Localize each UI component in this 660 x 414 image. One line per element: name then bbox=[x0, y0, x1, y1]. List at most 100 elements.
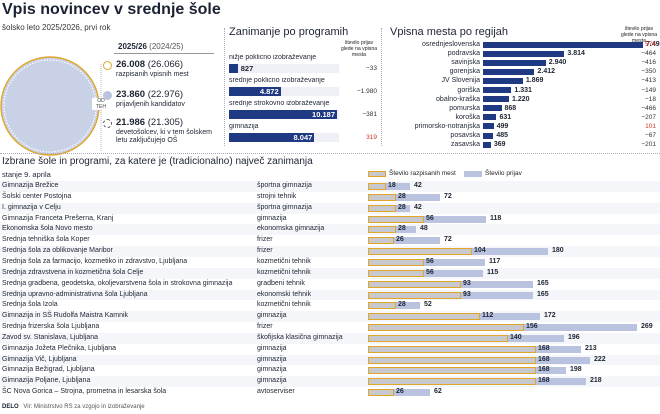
school-program: škofijska klasična gimnazija bbox=[257, 333, 343, 341]
region-bar bbox=[483, 77, 523, 84]
enrolled-bar bbox=[368, 378, 536, 386]
applied-value: 198 bbox=[570, 366, 582, 374]
school-row: I. gimnazija v Celju športna gimnazija 28 4… bbox=[0, 202, 660, 214]
enrolled-value: 28 bbox=[398, 225, 406, 233]
program-diff: −381 bbox=[362, 111, 377, 118]
region-bar bbox=[483, 50, 565, 57]
school-row: Srednja gradbena, geodetska, okoljevarst… bbox=[0, 279, 660, 290]
region-value: 2.940 bbox=[548, 59, 567, 67]
footer: DELO Vir: Ministrstvo RS za vzgojo in iz… bbox=[2, 404, 145, 410]
big-circle bbox=[0, 56, 100, 156]
school-name: Gimnazija Brežice bbox=[2, 182, 59, 189]
region-label: gorenjska bbox=[449, 68, 480, 76]
school-program: gimnazija bbox=[257, 344, 287, 352]
program-row-bg bbox=[229, 87, 339, 96]
enrolled-bar bbox=[368, 226, 396, 234]
enrolled-value: 18 bbox=[388, 182, 396, 189]
programs-title: Zanimanje po programih bbox=[229, 26, 349, 38]
enrolled-bar bbox=[368, 280, 461, 288]
region-value: 1.869 bbox=[525, 77, 544, 85]
enrolled-value: 26 bbox=[396, 388, 404, 396]
school-row: Ekonomska šola Novo mesto ekonomska gimna… bbox=[0, 224, 660, 236]
applied-value: 52 bbox=[424, 301, 432, 309]
applied-value: 117 bbox=[489, 257, 501, 265]
regions-title: Vpisna mesta po regijah bbox=[390, 26, 509, 38]
school-name: I. gimnazija v Celju bbox=[2, 203, 61, 211]
summary-divider bbox=[114, 53, 214, 54]
applied-value: 72 bbox=[444, 192, 452, 200]
applied-value: 48 bbox=[420, 225, 428, 233]
enrolled-bar bbox=[368, 345, 536, 353]
page-subtitle: šolsko leto 2025/2026, prvi rok bbox=[2, 23, 111, 32]
school-name: Srednja tehniška šola Koper bbox=[2, 236, 90, 244]
region-value: 1.220 bbox=[512, 95, 530, 103]
summary-panel: OD TEH 2025/26 (2024/25) 26.008 (26.066)… bbox=[0, 34, 222, 162]
schools-legend: Število razpisanih mest Število prijav bbox=[368, 170, 608, 180]
schools-date: stanje 9. aprila bbox=[2, 170, 51, 179]
applied-bar bbox=[368, 389, 430, 397]
school-name: Srednja upravno-administrativna šola Lju… bbox=[2, 290, 148, 298]
enrolled-value: 93 bbox=[463, 279, 471, 287]
summary-prev-1: (22.976) bbox=[147, 89, 184, 100]
region-value: 3.814 bbox=[567, 50, 585, 58]
school-row: Gimnazija in SŠ Rudolfa Maistra Kamnik gi… bbox=[0, 311, 660, 323]
school-name: Gimnazija Jožeta Plečnika, Ljubljana bbox=[2, 344, 117, 352]
school-name: Zavod sv. Stanislava, Ljubljana bbox=[2, 333, 98, 341]
enrolled-bar bbox=[368, 324, 524, 332]
region-diff: −149 bbox=[641, 86, 656, 94]
enrolled-bar bbox=[368, 334, 508, 342]
summary-value-1: 23.860 bbox=[116, 89, 146, 100]
program-value: 10.187 bbox=[312, 110, 335, 119]
region-label: primorsko-notranjska bbox=[414, 122, 480, 130]
school-program: frizer bbox=[257, 323, 273, 331]
school-row: Gimnazija Bežigrad, Ljubljana gimnazija 16… bbox=[0, 365, 660, 376]
school-row: Zavod sv. Stanislava, Ljubljana škofijska… bbox=[0, 332, 660, 344]
program-value: 827 bbox=[240, 64, 254, 73]
program-diff: 319 bbox=[366, 134, 377, 141]
enrolled-bar bbox=[368, 291, 461, 299]
applied-bar bbox=[368, 269, 483, 277]
enrolled-value: 140 bbox=[510, 333, 522, 341]
enrolled-bar bbox=[368, 313, 480, 321]
program-label: srednje strokovno izobraževanje bbox=[229, 100, 330, 107]
legend-enrolled-swatch bbox=[368, 171, 386, 177]
enrolled-value: 56 bbox=[426, 214, 434, 222]
applied-value: 180 bbox=[552, 247, 564, 255]
enrolled-value: 56 bbox=[426, 257, 434, 265]
school-name: Ekonomska šola Novo mesto bbox=[2, 225, 93, 233]
school-row: Gimnazija Brežice športna gimnazija 18 42 bbox=[0, 181, 660, 192]
region-bar bbox=[483, 87, 512, 93]
summary-value-2: 21.986 bbox=[116, 117, 146, 128]
school-row: Gimnazija Vič, Ljubljana gimnazija 168 222 bbox=[0, 354, 660, 366]
school-program: frizer bbox=[257, 247, 273, 255]
region-label: obalno-kraška bbox=[436, 95, 480, 103]
school-row: Gimnazija Franceta Prešerna, Kranj gimnaz… bbox=[0, 214, 660, 225]
enrolled-value: 93 bbox=[463, 290, 471, 298]
legend-applied-swatch bbox=[464, 171, 482, 177]
summary-label-1: prijavljenih kandidatov bbox=[116, 101, 185, 108]
school-program: ekonomska gimnazija bbox=[257, 225, 325, 233]
region-bar bbox=[483, 105, 502, 112]
region-diff: 101 bbox=[645, 122, 656, 130]
enrolled-value: 168 bbox=[538, 355, 550, 363]
enrolled-value: 28 bbox=[398, 192, 406, 200]
year-current: 2025/26 bbox=[118, 42, 147, 51]
summary-label-0: razpisanih vpisnih mest bbox=[116, 71, 189, 78]
region-label: zasavska bbox=[450, 141, 480, 149]
programs-col-header: število prijav glede na vpisna mesta bbox=[340, 40, 378, 58]
enrolled-bar bbox=[368, 215, 424, 223]
school-program: gimnazija bbox=[257, 214, 287, 222]
enrolled-value: 56 bbox=[426, 268, 434, 276]
enrolled-value: 28 bbox=[398, 203, 406, 211]
region-value: 2.412 bbox=[537, 68, 556, 76]
program-bar bbox=[229, 110, 337, 119]
school-program: gimnazija bbox=[257, 366, 287, 374]
region-diff: 574 bbox=[645, 41, 656, 48]
enrolled-value: 168 bbox=[538, 377, 550, 385]
program-bar bbox=[229, 87, 281, 96]
school-name: Gimnazija in SŠ Rudolfa Maistra Kamnik bbox=[2, 312, 129, 320]
applied-value: 118 bbox=[490, 214, 502, 222]
regions-col-header: število prijav glede na vpisna mesta bbox=[620, 26, 658, 44]
regions-panel: Vpisna mesta po regijah število prijav g… bbox=[386, 26, 660, 150]
school-row: Srednja šola za farmacijo, kozmetiko in … bbox=[0, 257, 660, 268]
